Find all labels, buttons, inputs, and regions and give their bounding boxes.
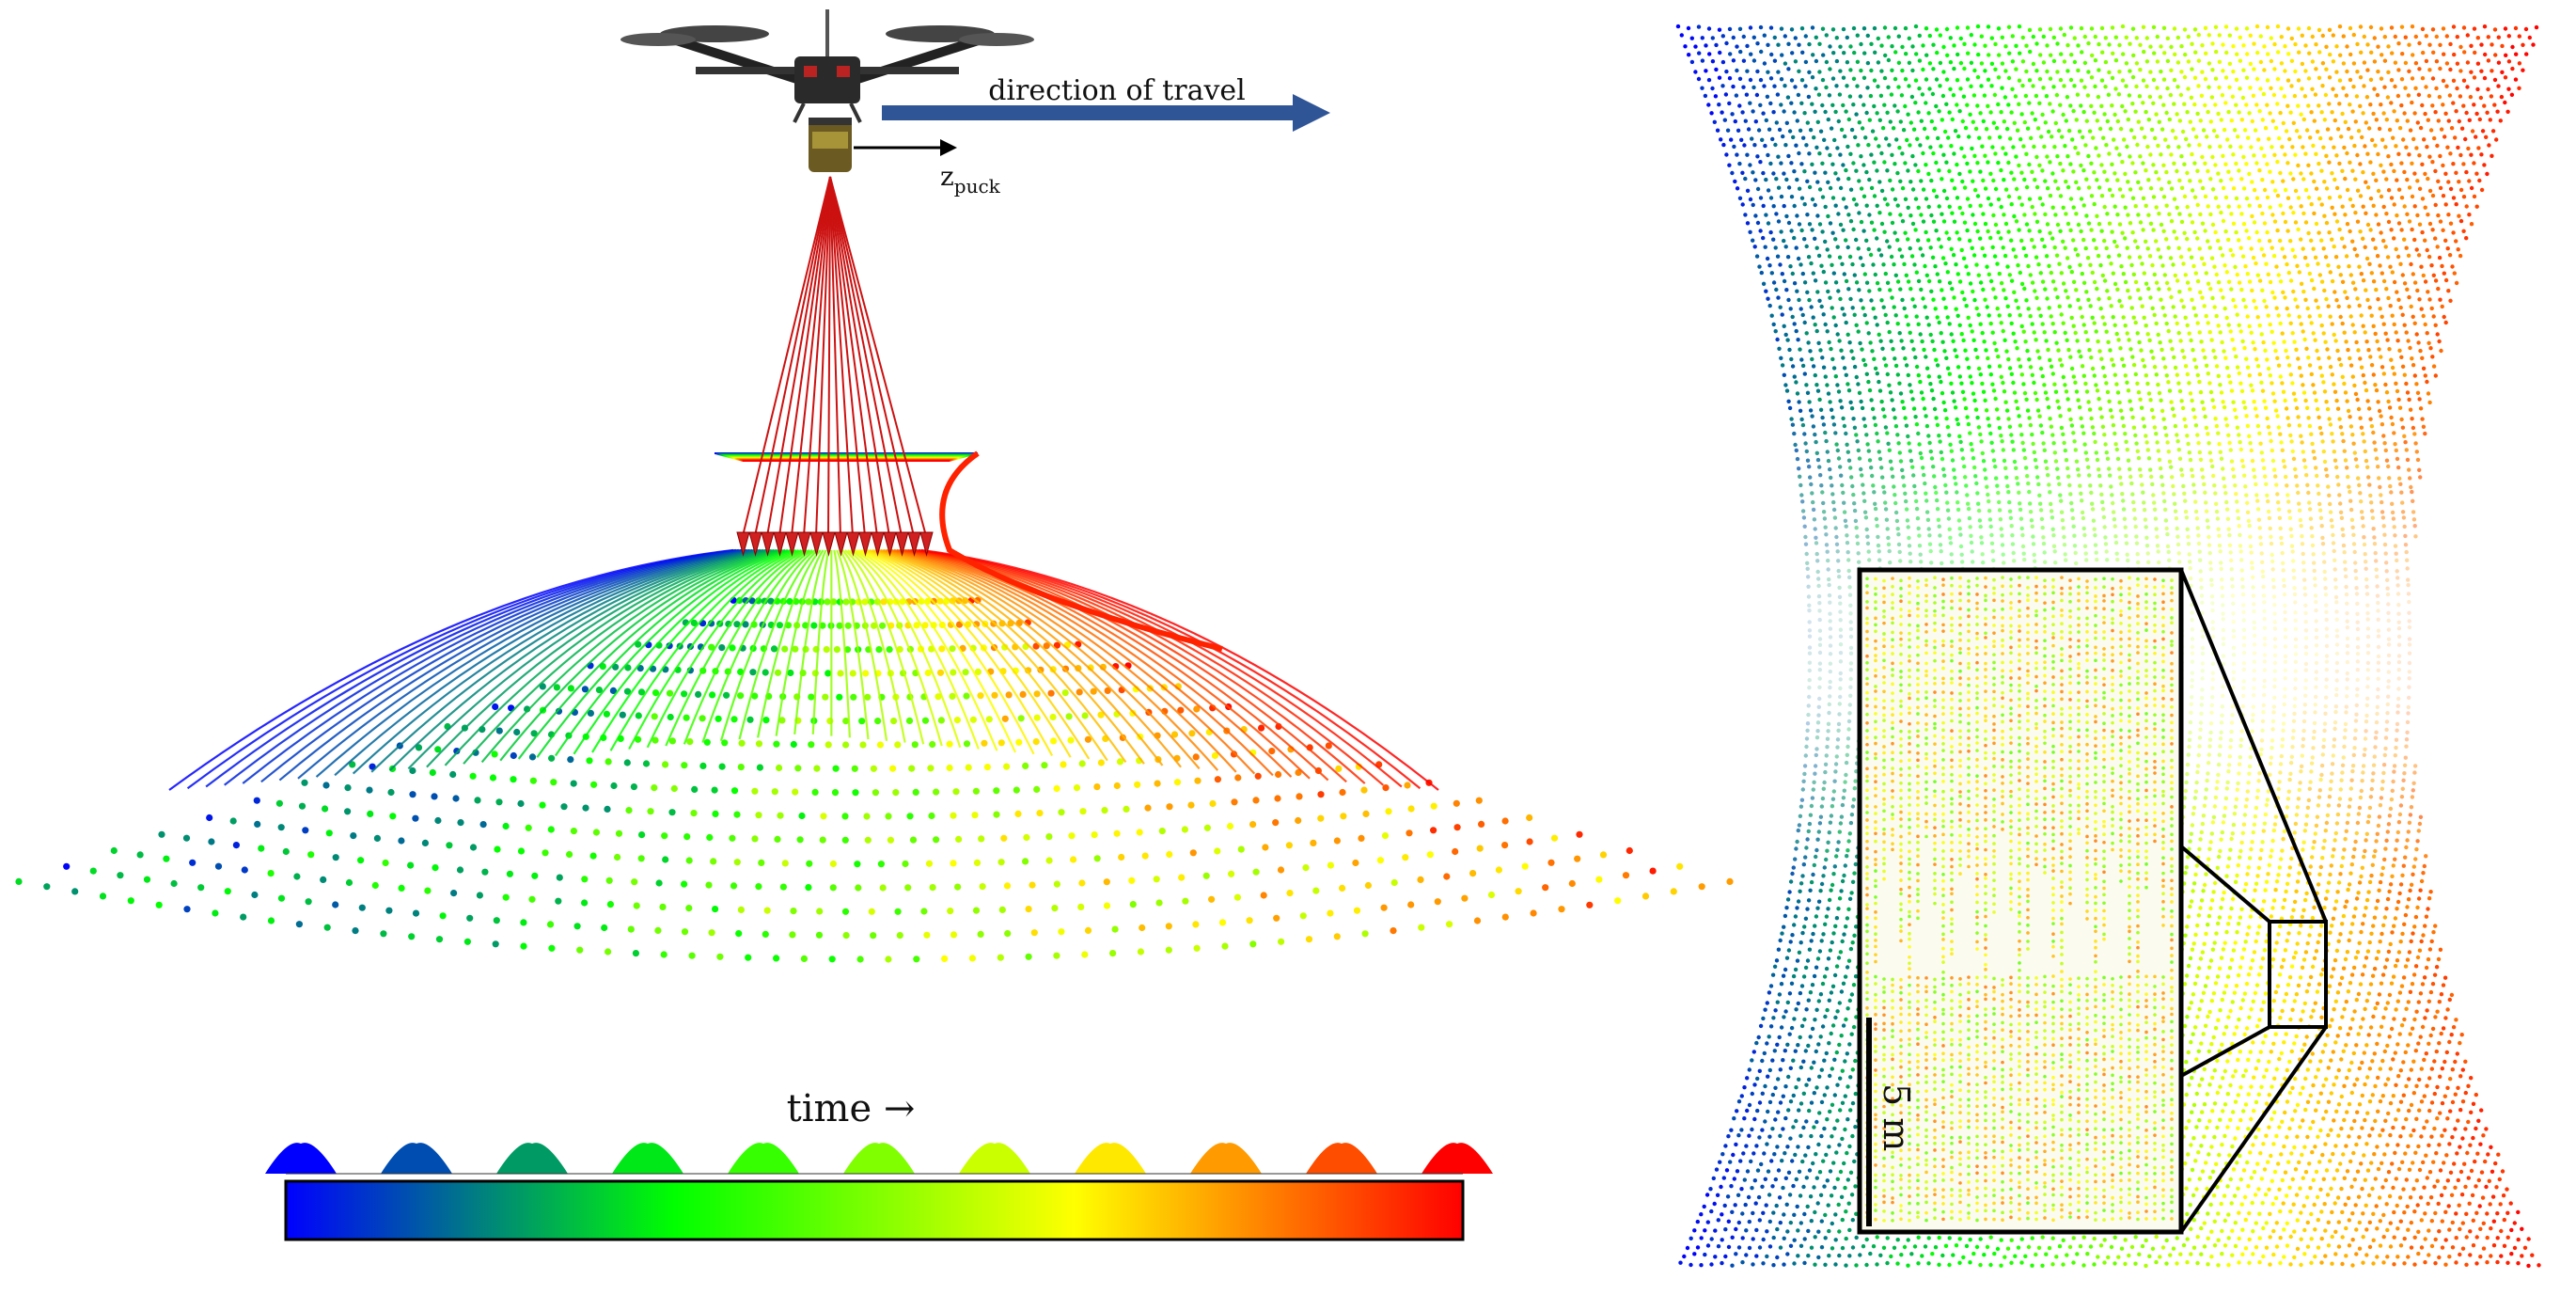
histogram-bumps	[265, 1143, 1493, 1174]
scan-lines	[168, 450, 1439, 791]
z-puck-main: z	[940, 161, 954, 192]
inset-points	[1865, 576, 2174, 1223]
z-puck-label: zpuck	[940, 161, 1001, 197]
ground-points	[15, 596, 1734, 963]
laser-tips	[736, 531, 934, 557]
z-puck-axis	[854, 139, 957, 156]
right-panel: 5 m	[1675, 24, 2541, 1269]
drone-icon	[620, 9, 1034, 123]
travel-arrow	[882, 94, 1330, 132]
scale-label: 5 m	[1876, 1083, 1917, 1151]
left-panel: direction of travel zpuck time →	[15, 9, 1734, 1241]
zoom-source-box	[2268, 920, 2328, 1029]
laser-rays	[742, 176, 927, 537]
travel-label: direction of travel	[988, 74, 1246, 107]
zoom-inset	[1857, 567, 2184, 1235]
zoom-connectors	[2179, 569, 2328, 1234]
time-colorbar	[284, 1179, 1465, 1241]
time-label: time →	[787, 1087, 916, 1130]
lidar-puck-icon	[809, 118, 852, 172]
z-puck-sub: puck	[954, 175, 1001, 197]
